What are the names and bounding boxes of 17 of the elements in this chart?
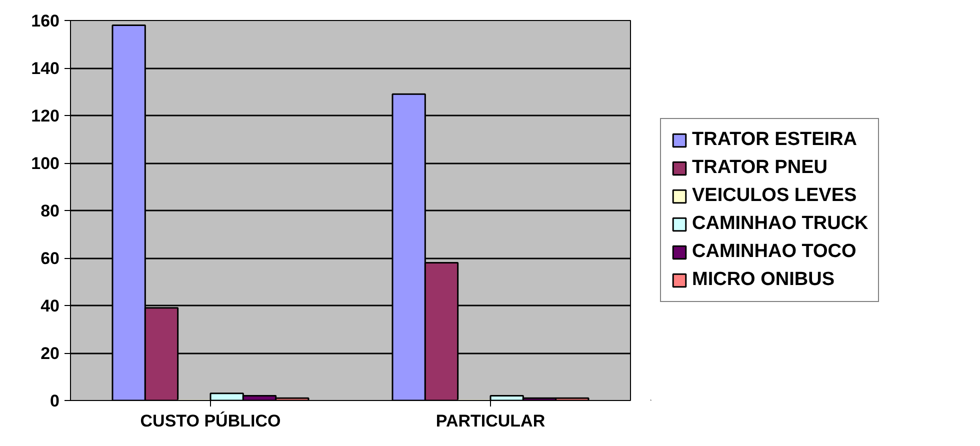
legend-label: TRATOR ESTEIRA xyxy=(692,129,858,151)
y-tick-label: 20 xyxy=(40,344,60,363)
y-tick-label: 40 xyxy=(40,296,60,316)
x-tick-label: PARTICULAR xyxy=(436,412,546,430)
y-tick-label: 60 xyxy=(40,249,60,268)
legend-label: CAMINHAO TRUCK xyxy=(692,213,868,235)
x-tick-label: CUSTO PÚBLICO xyxy=(140,410,281,430)
y-tick-label: 0 xyxy=(50,392,60,410)
y-tick-label: 160 xyxy=(31,12,60,30)
y-tick-label: 80 xyxy=(40,202,60,220)
y-tick-label: 140 xyxy=(31,59,60,78)
legend-label: VEICULOS LEVES xyxy=(692,185,857,207)
legend-label: CAMINHAO TOCO xyxy=(692,241,856,263)
legend-label: TRATOR PNEU xyxy=(692,157,828,179)
legend-label: MICRO ONIBUS xyxy=(692,269,834,291)
y-tick-label: 120 xyxy=(31,106,60,126)
y-tick-label: 100 xyxy=(31,154,60,173)
